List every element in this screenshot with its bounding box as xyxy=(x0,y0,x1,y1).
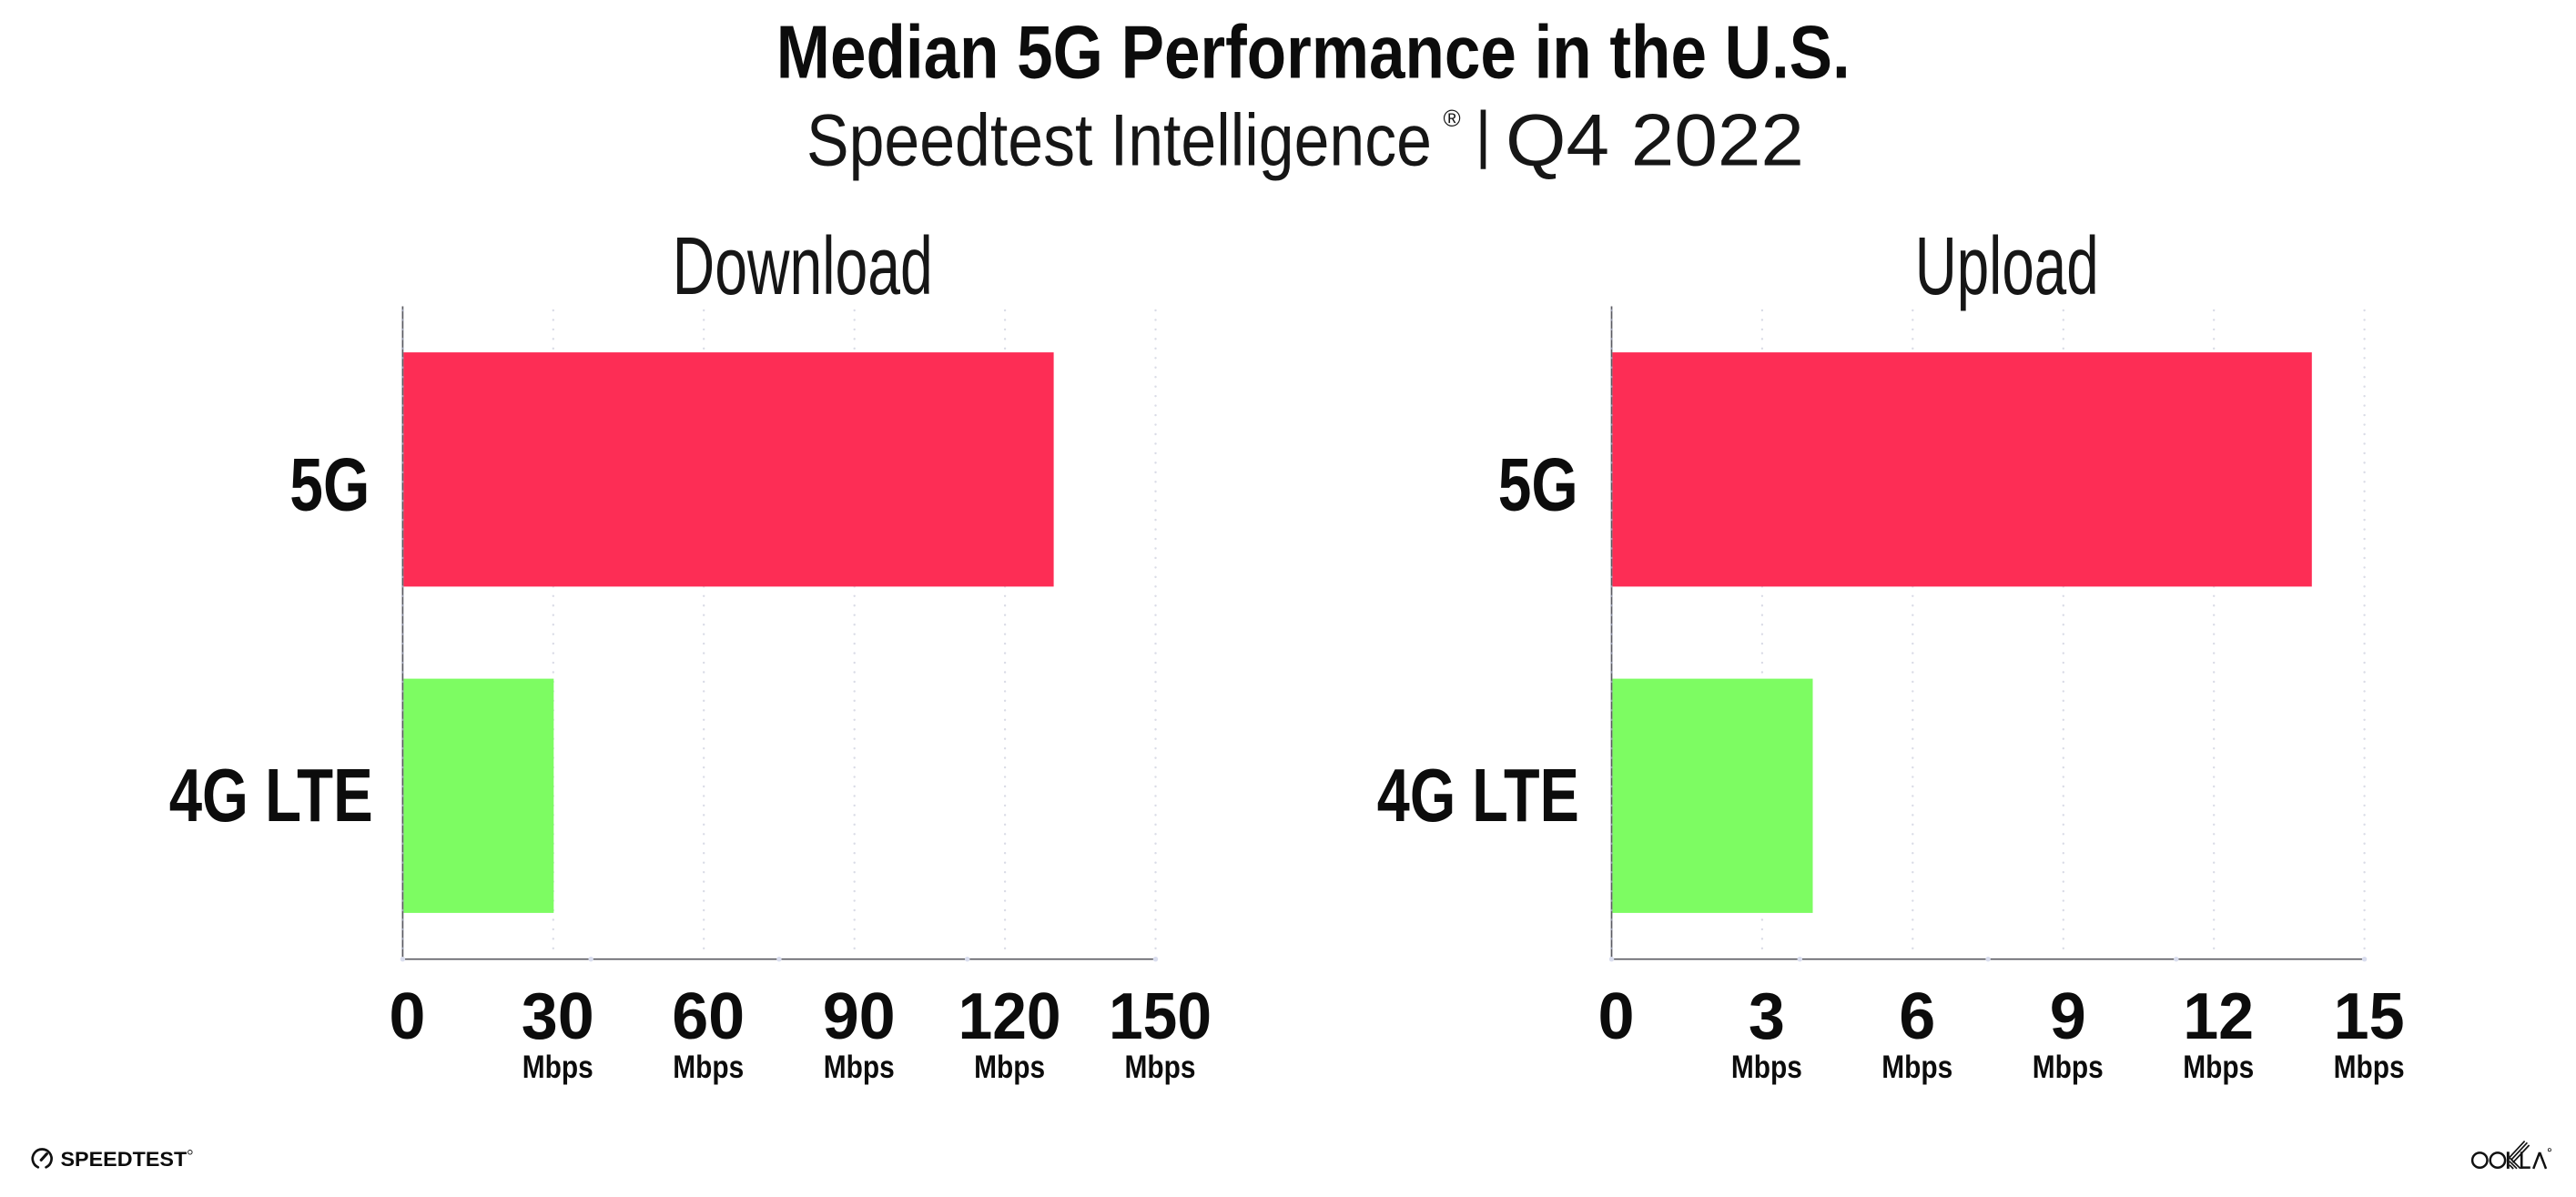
svg-text:4G LTE: 4G LTE xyxy=(169,754,373,837)
svg-text:|: | xyxy=(1475,98,1491,169)
svg-text:0: 0 xyxy=(389,980,425,1053)
svg-text:Mbps: Mbps xyxy=(2334,1050,2405,1085)
svg-text:4G LTE: 4G LTE xyxy=(1377,754,1579,837)
svg-text:Q4 2022: Q4 2022 xyxy=(1506,100,1804,182)
svg-text:3: 3 xyxy=(1749,980,1785,1053)
svg-text:Mbps: Mbps xyxy=(2183,1050,2254,1085)
svg-text:Mbps: Mbps xyxy=(974,1050,1045,1085)
svg-text:Speedtest Intelligence: Speedtest Intelligence xyxy=(806,100,1432,182)
svg-text:Mbps: Mbps xyxy=(2033,1050,2104,1085)
svg-text:Download: Download xyxy=(673,221,933,312)
svg-text:15: 15 xyxy=(2334,980,2405,1053)
svg-text:Median 5G Performance in the U: Median 5G Performance in the U.S. xyxy=(776,10,1851,95)
svg-text:90: 90 xyxy=(823,980,896,1053)
svg-text:5G: 5G xyxy=(289,443,370,527)
svg-text:60: 60 xyxy=(672,980,745,1053)
svg-text:30: 30 xyxy=(522,980,594,1053)
svg-text:120: 120 xyxy=(958,980,1061,1053)
svg-text:Mbps: Mbps xyxy=(1881,1050,1952,1085)
svg-text:9: 9 xyxy=(2050,980,2086,1053)
svg-text:Mbps: Mbps xyxy=(673,1050,744,1085)
svg-text:6: 6 xyxy=(1899,980,1935,1053)
svg-text:0: 0 xyxy=(1597,980,1634,1053)
svg-text:Mbps: Mbps xyxy=(824,1050,895,1085)
svg-text:Mbps: Mbps xyxy=(522,1050,593,1085)
svg-text:150: 150 xyxy=(1109,980,1212,1053)
svg-text:5G: 5G xyxy=(1498,443,1578,527)
svg-text:®: ® xyxy=(1444,105,1461,132)
svg-text:12: 12 xyxy=(2183,980,2254,1053)
svg-text:SPEEDTEST: SPEEDTEST xyxy=(61,1148,188,1171)
svg-text:Upload: Upload xyxy=(1915,221,2099,312)
svg-text:Mbps: Mbps xyxy=(1731,1050,1802,1085)
svg-text:Mbps: Mbps xyxy=(1125,1050,1196,1085)
